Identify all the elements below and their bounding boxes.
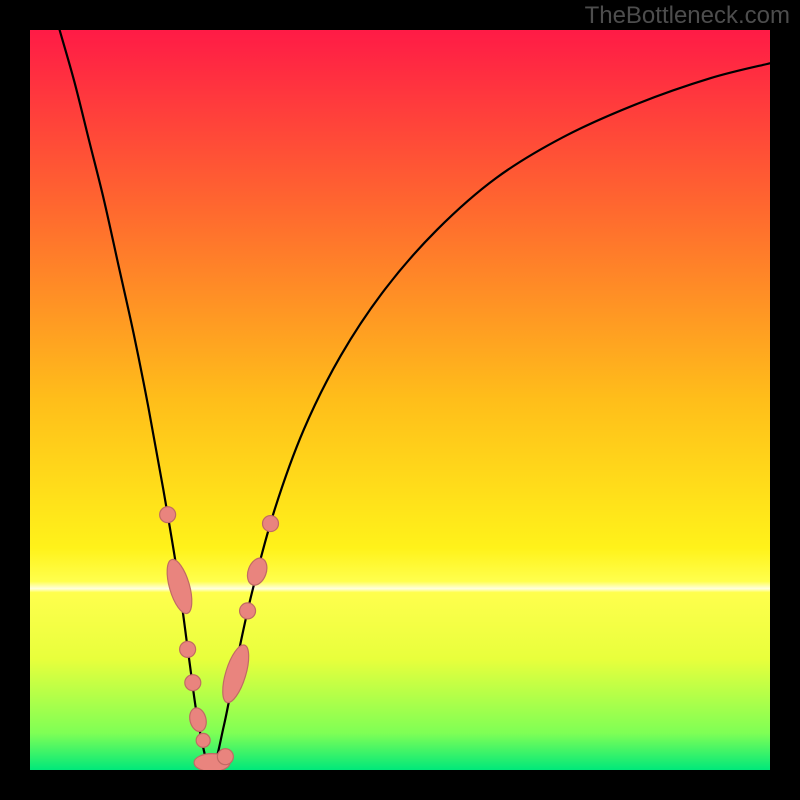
data-marker — [160, 507, 176, 523]
data-marker — [180, 641, 196, 657]
data-marker — [263, 516, 279, 532]
data-marker — [217, 749, 233, 765]
chart-gradient-background — [30, 30, 770, 770]
bottleneck-chart-svg — [0, 0, 800, 800]
chart-canvas: TheBottleneck.com — [0, 0, 800, 800]
data-marker — [185, 675, 201, 691]
data-marker — [196, 733, 210, 747]
data-marker — [240, 603, 256, 619]
watermark-text: TheBottleneck.com — [585, 2, 790, 30]
